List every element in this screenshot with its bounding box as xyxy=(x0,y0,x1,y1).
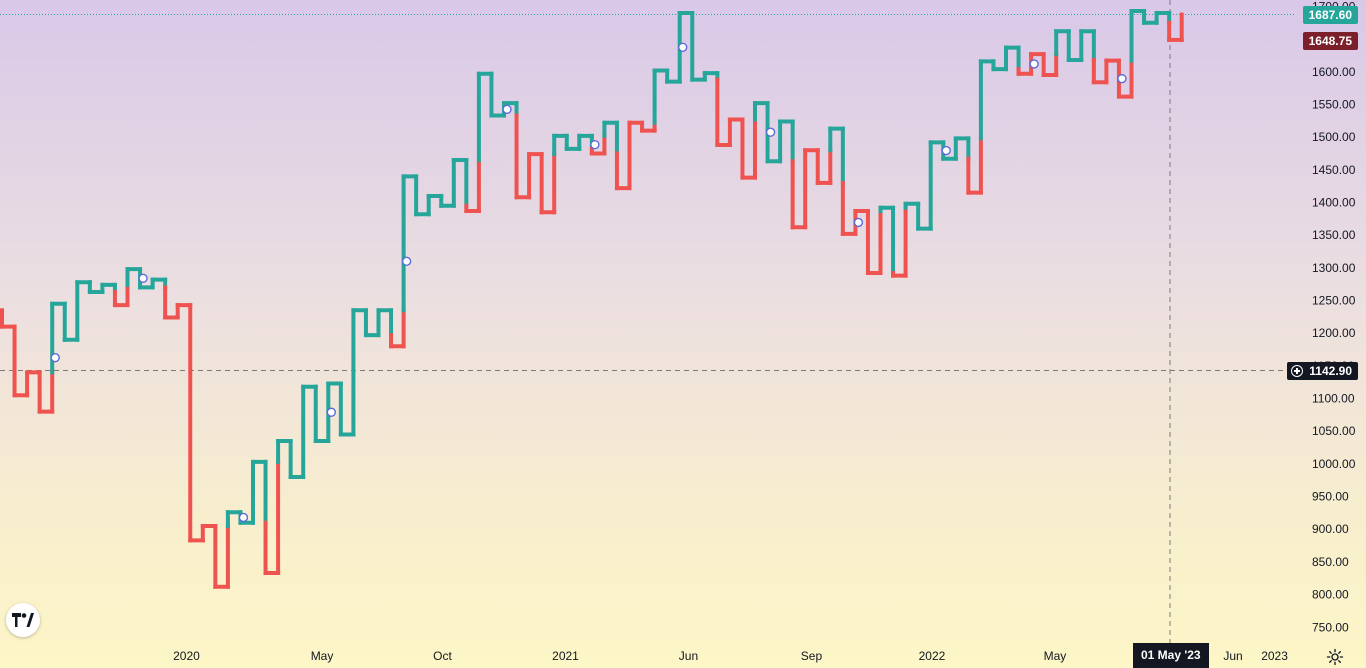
y-tick-label: 1550.00 xyxy=(1312,97,1356,111)
event-marker-icon xyxy=(941,145,951,156)
y-tick-label: 900.00 xyxy=(1312,522,1349,536)
event-marker-icon xyxy=(1029,59,1039,69)
y-tick-label: 850.00 xyxy=(1312,555,1349,569)
event-marker-icon xyxy=(401,256,412,266)
event-marker-icon xyxy=(678,42,688,52)
event-marker-icon xyxy=(765,127,776,137)
event-marker-icon xyxy=(502,104,512,115)
y-tick-label: 1450.00 xyxy=(1312,163,1356,177)
y-tick-label: 950.00 xyxy=(1312,490,1349,504)
y-tick-label: 1350.00 xyxy=(1312,228,1356,242)
y-tick-label: 1200.00 xyxy=(1312,326,1356,340)
x-tick-label: 2023 xyxy=(1261,649,1288,663)
x-tick-label: 2020 xyxy=(173,649,200,663)
crosshair-price-label: 1142.90 xyxy=(1309,364,1352,378)
x-tick-label: Oct xyxy=(433,649,452,663)
tradingview-logo-icon xyxy=(12,613,34,627)
y-tick-label: 1000.00 xyxy=(1312,457,1356,471)
tradingview-logo[interactable] xyxy=(6,603,40,637)
y-tick-label: 750.00 xyxy=(1312,620,1349,634)
y-tick-label: 1300.00 xyxy=(1312,261,1356,275)
crosshair-date-tag: 01 May '23 xyxy=(1133,643,1209,668)
settings-gear-icon[interactable] xyxy=(1326,648,1344,666)
x-tick-label: Jun xyxy=(679,649,698,663)
x-tick-label: Sep xyxy=(801,649,823,663)
y-tick-label: 1100.00 xyxy=(1312,392,1355,406)
event-marker-icon xyxy=(1117,73,1127,84)
x-tick-label: May xyxy=(1044,649,1067,663)
event-marker-icon xyxy=(50,352,60,363)
x-tick-label: May xyxy=(311,649,334,663)
event-marker-icon xyxy=(853,217,864,228)
event-marker-icon xyxy=(590,139,600,150)
event-marker-icon xyxy=(238,512,249,523)
crosshair-price-tag[interactable]: 1142.90 xyxy=(1287,362,1358,380)
event-marker-icon xyxy=(138,273,148,283)
y-tick-label: 1600.00 xyxy=(1312,65,1356,79)
x-tick-label: 2022 xyxy=(919,649,946,663)
x-tick-label: Jun xyxy=(1223,649,1242,663)
price-tag-high: 1687.60 xyxy=(1302,6,1358,24)
plus-circle-icon[interactable] xyxy=(1291,365,1304,377)
y-tick-label: 800.00 xyxy=(1312,588,1349,602)
y-tick-label: 1500.00 xyxy=(1312,130,1356,144)
x-tick-label: 2021 xyxy=(552,649,579,663)
y-tick-label: 1050.00 xyxy=(1312,424,1356,438)
event-marker-icon xyxy=(326,407,336,417)
y-tick-label: 1250.00 xyxy=(1312,294,1356,308)
price-tag-low: 1648.75 xyxy=(1302,32,1358,50)
y-tick-label: 1400.00 xyxy=(1312,195,1356,209)
